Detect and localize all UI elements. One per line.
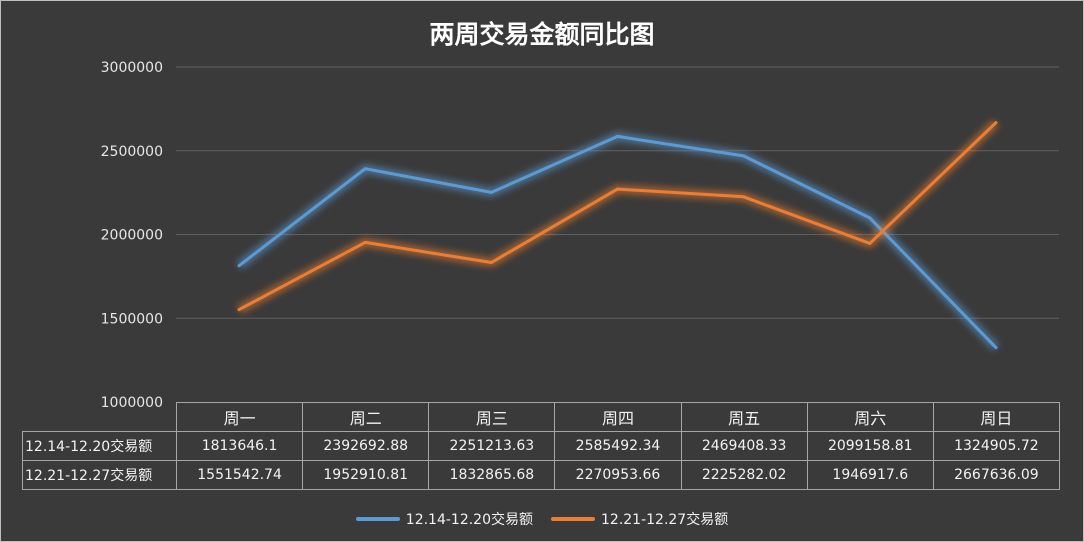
data-label: 2392692.88: [302, 431, 430, 461]
table-row: 12.21-12.27交易额 1551542.74 1952910.81 183286…: [22, 460, 1060, 490]
data-label: 2667636.09: [932, 460, 1060, 490]
data-label: 2469408.33: [680, 431, 808, 461]
data-point: [363, 240, 367, 244]
x-tick-label: 周日: [932, 402, 1060, 432]
x-tick-label: 周二: [302, 402, 430, 432]
data-label: 1813646.1: [175, 431, 304, 461]
data-label: 1952910.81: [302, 460, 430, 490]
series-line-glow: [236, 131, 1000, 351]
legend-swatch: [355, 517, 400, 521]
data-label: 1324905.72: [932, 431, 1060, 461]
chart-legend: 12.14-12.20交易额 12.21-12.27交易额: [1, 509, 1083, 529]
y-tick-label: 3000000: [101, 60, 163, 76]
legend-label: 12.21-12.27交易额: [601, 512, 729, 528]
data-point: [237, 264, 241, 268]
data-point: [363, 167, 367, 171]
x-tick-label: 周六: [806, 402, 934, 432]
y-tick-label: 2500000: [101, 144, 163, 160]
data-point: [237, 308, 241, 312]
data-point: [868, 216, 872, 220]
data-point: [994, 121, 998, 125]
y-tick-label: 2000000: [101, 228, 163, 244]
data-point: [489, 260, 493, 264]
table-header-row: 周一 周二 周三 周四 周五 周六 周日: [22, 402, 1060, 432]
data-label: 2099158.81: [806, 431, 934, 461]
x-tick-label: 周五: [680, 402, 808, 432]
data-point: [868, 241, 872, 245]
table-corner: [22, 402, 177, 432]
data-label: 2585492.34: [554, 431, 682, 461]
x-tick-label: 周三: [428, 402, 556, 432]
series-lines: [236, 119, 1000, 351]
data-point: [742, 195, 746, 199]
table-row: 12.14-12.20交易额 1813646.1 2392692.88 2251213…: [22, 431, 1060, 461]
x-tick-label: 周四: [554, 402, 682, 432]
chart-title: 两周交易金额同比图: [429, 20, 655, 49]
series-line: [237, 134, 998, 350]
data-point: [616, 187, 619, 191]
data-label: 2251213.63: [428, 431, 556, 461]
series-2: [236, 119, 1000, 314]
legend-swatch: [551, 517, 595, 521]
y-tick-label: 1500000: [101, 311, 163, 327]
data-label: 2270953.66: [554, 460, 682, 490]
data-table: 周一 周二 周三 周四 周五 周六 周日 12.14-12.20交易额 1813646.1 239…: [22, 402, 1060, 490]
x-tick-label: 周一: [175, 402, 304, 432]
series-1: [236, 131, 1000, 351]
data-label: 1551542.74: [175, 460, 304, 490]
data-point: [616, 134, 619, 138]
data-point: [994, 346, 998, 350]
table-row-header: 12.14-12.20交易额: [22, 431, 177, 461]
data-label: 2225282.02: [680, 460, 808, 490]
data-point: [742, 154, 746, 158]
table-row-header: 12.21-12.27交易额: [22, 460, 177, 490]
data-label: 1946917.6: [806, 460, 934, 490]
data-label: 1832865.68: [428, 460, 556, 490]
gridlines: [176, 66, 1059, 319]
legend-label: 12.14-12.20交易额: [405, 512, 533, 528]
legend-item: 12.21-12.27交易额: [551, 509, 728, 529]
legend-item: 12.14-12.20交易额: [355, 509, 533, 529]
data-point: [489, 190, 493, 194]
